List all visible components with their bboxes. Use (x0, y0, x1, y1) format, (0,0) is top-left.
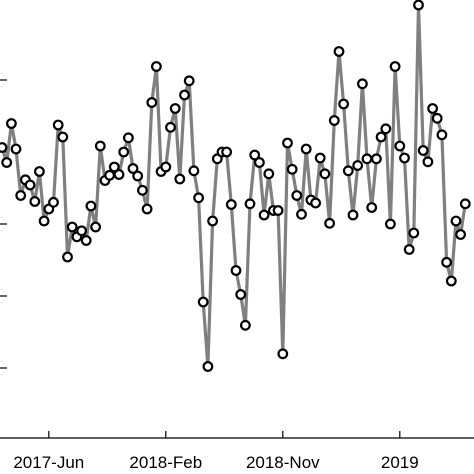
data-point-18 (80, 235, 92, 246)
data-point-91 (422, 156, 434, 168)
data-point-25 (113, 169, 125, 180)
data-point-75 (347, 209, 359, 221)
data-point-7 (29, 196, 41, 207)
data-point-60 (277, 348, 289, 360)
data-point-29 (132, 170, 144, 182)
data-point-9 (38, 215, 50, 227)
data-point-87 (403, 244, 415, 255)
data-point-68 (314, 152, 326, 164)
data-point-36 (165, 121, 176, 133)
data-point-96 (445, 275, 457, 287)
data-point-19 (85, 200, 97, 212)
data-point-98 (455, 229, 467, 240)
data-point-89 (413, 0, 424, 11)
data-point-73 (338, 98, 350, 110)
x-tick-label-2: 2018-Nov (246, 453, 320, 472)
data-point-8 (34, 166, 45, 177)
data-point-3 (10, 143, 22, 155)
data-point-20 (90, 221, 101, 233)
data-point-62 (286, 163, 298, 175)
x-tick-label-0: 2017-Jun (13, 453, 84, 472)
data-point-30 (136, 184, 148, 196)
data-point-69 (319, 168, 331, 180)
data-point-48 (221, 146, 233, 158)
data-point-13 (57, 131, 69, 143)
data-point-31 (141, 203, 153, 215)
data-point-81 (375, 131, 387, 143)
data-point-88 (408, 227, 420, 239)
data-point-33 (150, 61, 162, 72)
data-point-52 (239, 319, 251, 331)
data-point-6 (24, 179, 36, 191)
data-point-28 (127, 163, 139, 174)
data-point-32 (146, 97, 158, 108)
data-point-51 (235, 289, 247, 300)
data-point-43 (197, 296, 209, 308)
data-point-44 (202, 361, 214, 372)
data-point-21 (94, 140, 106, 152)
x-axis-ticks (48, 431, 401, 438)
data-point-79 (366, 202, 378, 213)
data-point-17 (76, 225, 87, 237)
data-point-53 (244, 198, 256, 210)
data-point-61 (282, 137, 293, 149)
data-point-78 (361, 153, 373, 165)
data-point-35 (160, 161, 172, 173)
data-point-70 (324, 217, 336, 229)
data-point-26 (118, 146, 130, 158)
data-point-55 (253, 157, 265, 168)
data-point-14 (62, 251, 73, 263)
data-point-72 (333, 46, 345, 57)
data-point-24 (108, 161, 120, 173)
data-point-27 (122, 132, 134, 144)
data-point-84 (389, 61, 401, 72)
data-point-92 (427, 103, 439, 114)
data-point-86 (399, 152, 410, 164)
data-point-85 (394, 140, 406, 152)
data-point-23 (104, 169, 115, 181)
data-point-80 (371, 153, 382, 165)
data-point-99 (459, 198, 471, 210)
data-point-97 (450, 215, 462, 227)
data-point-40 (183, 75, 195, 87)
data-point-57 (263, 168, 275, 180)
data-point-11 (48, 196, 59, 208)
data-point-59 (272, 205, 284, 216)
data-point-4 (15, 190, 27, 201)
data-point-12 (52, 119, 64, 131)
data-point-45 (207, 215, 219, 227)
x-tick-label-3: 2019 (381, 453, 419, 472)
data-point-37 (169, 103, 181, 114)
data-point-71 (328, 115, 340, 126)
data-point-95 (441, 256, 453, 268)
data-point-90 (417, 145, 429, 156)
data-point-39 (179, 89, 190, 101)
data-point-74 (342, 165, 354, 177)
data-point-49 (225, 199, 237, 210)
data-point-42 (193, 192, 205, 204)
data-point-77 (357, 78, 368, 90)
data-point-83 (385, 218, 396, 230)
data-point-1 (1, 157, 13, 168)
data-point-64 (296, 208, 307, 220)
x-tick-label-1: 2018-Feb (129, 453, 202, 472)
data-point-54 (249, 149, 261, 161)
x-axis-labels: 2017-Jun 2018-Feb 2018-Nov 2019 (13, 453, 418, 472)
data-point-93 (431, 112, 443, 124)
data-point-50 (230, 265, 242, 276)
data-point-65 (300, 143, 312, 155)
data-point-63 (291, 190, 303, 201)
data-point-0 (0, 142, 8, 153)
data-point-41 (188, 165, 200, 177)
data-point-76 (352, 160, 364, 171)
data-point-82 (380, 123, 392, 135)
series-layer (0, 0, 471, 372)
data-point-56 (258, 209, 270, 221)
data-point-38 (174, 173, 186, 185)
data-point-2 (5, 118, 17, 129)
data-point-15 (66, 221, 78, 233)
data-point-67 (310, 197, 322, 209)
data-point-94 (436, 129, 448, 141)
